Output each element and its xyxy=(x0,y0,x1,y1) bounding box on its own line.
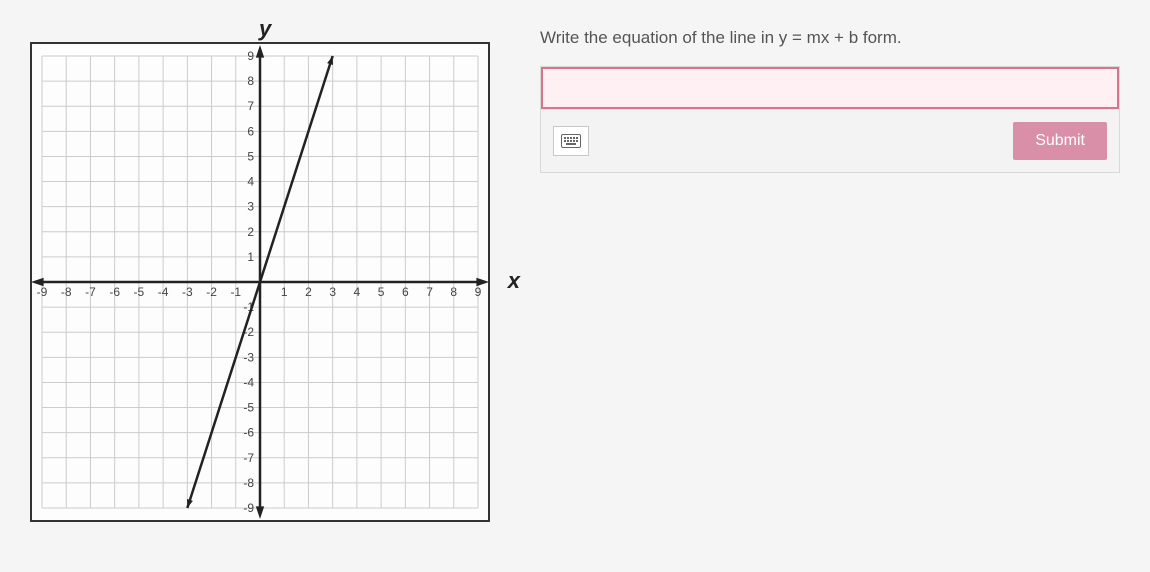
svg-text:-5: -5 xyxy=(243,401,254,415)
svg-text:-9: -9 xyxy=(37,285,48,299)
svg-text:-5: -5 xyxy=(134,285,145,299)
keyboard-button[interactable] xyxy=(553,126,589,156)
svg-text:6: 6 xyxy=(247,124,254,138)
svg-text:5: 5 xyxy=(378,285,385,299)
submit-button[interactable]: Submit xyxy=(1013,122,1107,160)
svg-text:5: 5 xyxy=(247,149,254,163)
svg-text:7: 7 xyxy=(426,285,433,299)
svg-text:2: 2 xyxy=(247,225,254,239)
answer-input[interactable] xyxy=(541,67,1119,109)
svg-text:-9: -9 xyxy=(243,501,254,515)
svg-text:-4: -4 xyxy=(243,375,254,389)
svg-text:9: 9 xyxy=(475,285,482,299)
svg-text:-8: -8 xyxy=(243,476,254,490)
answer-group: Submit xyxy=(540,66,1120,173)
question-panel: Write the equation of the line in y = mx… xyxy=(540,20,1120,173)
svg-text:-8: -8 xyxy=(61,285,72,299)
svg-text:4: 4 xyxy=(247,175,254,189)
svg-text:6: 6 xyxy=(402,285,409,299)
svg-text:-4: -4 xyxy=(158,285,169,299)
svg-text:-3: -3 xyxy=(243,350,254,364)
main-container: y x -9 -8 -7 -6 -5 -4 -3 -2 -1 1 2 3 4 5 6 7 8 9 9 8 7 6 5 4 3 2 1… xyxy=(0,0,1150,550)
y-axis-label: y xyxy=(259,16,271,42)
svg-text:-7: -7 xyxy=(85,285,96,299)
svg-text:7: 7 xyxy=(247,99,254,113)
svg-text:1: 1 xyxy=(247,250,254,264)
svg-text:-3: -3 xyxy=(182,285,193,299)
svg-text:-6: -6 xyxy=(243,426,254,440)
svg-text:4: 4 xyxy=(354,285,361,299)
x-axis-label: x xyxy=(508,268,520,294)
graph-svg: -9-8-7-6-5-4-3-2-1123456789987654321-1-2… xyxy=(32,44,488,520)
svg-text:-7: -7 xyxy=(243,451,254,465)
prompt-text: Write the equation of the line in y = mx… xyxy=(540,28,1120,48)
svg-text:-1: -1 xyxy=(230,285,241,299)
svg-text:8: 8 xyxy=(450,285,457,299)
svg-text:-2: -2 xyxy=(206,285,217,299)
svg-text:2: 2 xyxy=(305,285,312,299)
answer-toolbar: Submit xyxy=(541,109,1119,172)
graph-area: y x -9-8-7-6-5-4-3-2-1123456789987654321… xyxy=(30,20,500,530)
keyboard-icon xyxy=(561,134,581,148)
svg-text:8: 8 xyxy=(247,74,254,88)
svg-text:3: 3 xyxy=(247,200,254,214)
svg-text:-6: -6 xyxy=(109,285,120,299)
svg-text:9: 9 xyxy=(247,49,254,63)
svg-text:3: 3 xyxy=(329,285,336,299)
graph-canvas: -9-8-7-6-5-4-3-2-1123456789987654321-1-2… xyxy=(30,42,490,522)
svg-text:1: 1 xyxy=(281,285,288,299)
